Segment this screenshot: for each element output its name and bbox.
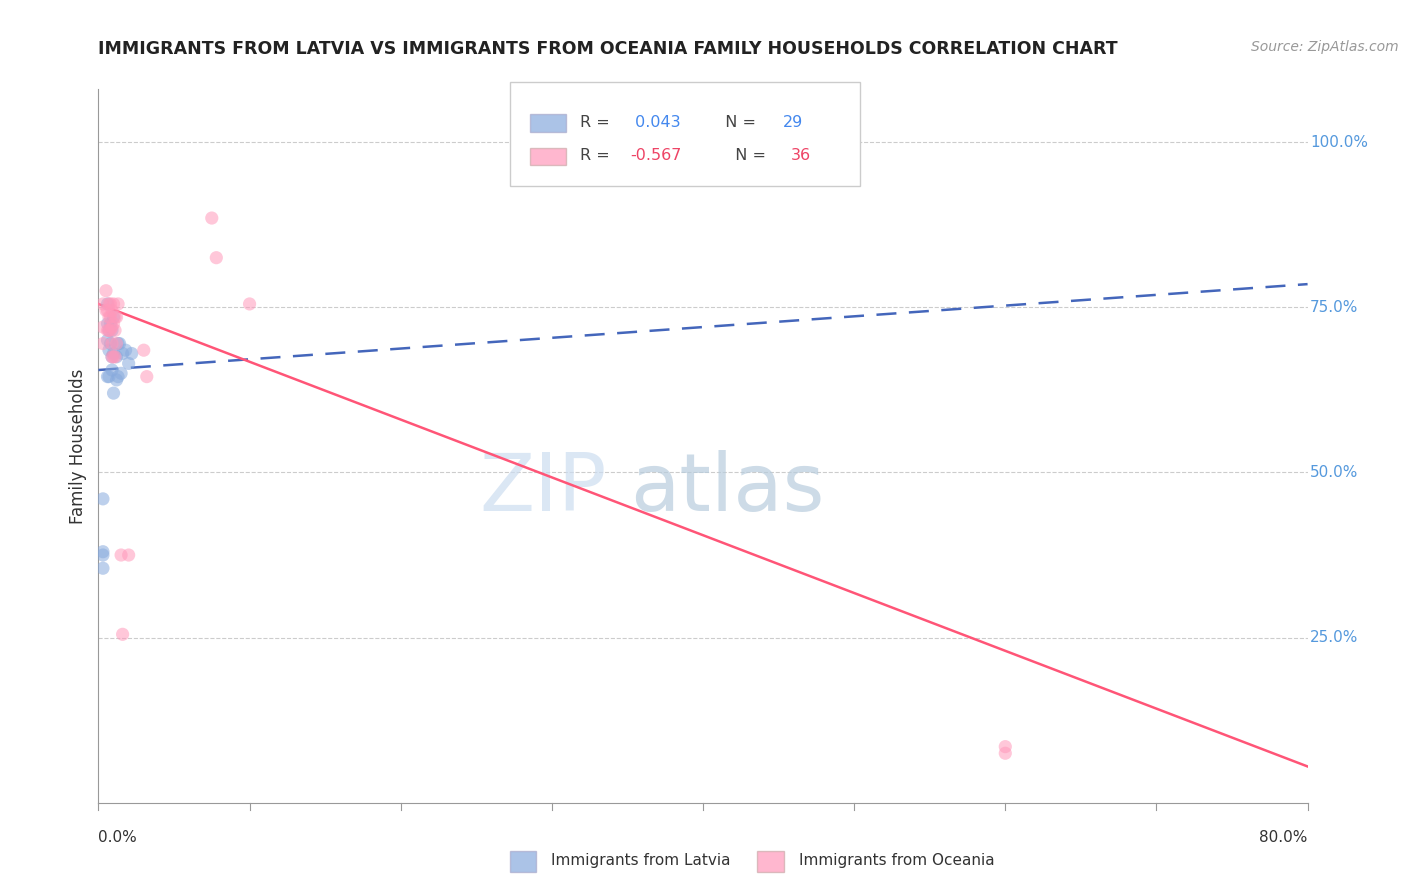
Point (201, 211, 224, 225)
Point (103, 350, 125, 364)
Point (94, 284, 117, 298)
Text: N =: N = (716, 115, 761, 129)
Bar (509, 851, 536, 872)
Text: 0.043: 0.043 (630, 115, 681, 129)
Point (103, 317, 125, 331)
Text: 75.0%: 75.0% (1310, 300, 1358, 315)
Text: 50.0%: 50.0% (1310, 465, 1358, 480)
Point (108, 336, 131, 351)
Point (107, 297, 129, 311)
FancyBboxPatch shape (509, 82, 860, 186)
Y-axis label: Family Households: Family Households (69, 368, 87, 524)
Text: 100.0%: 100.0% (1310, 135, 1368, 150)
Point (994, 739, 1017, 754)
Point (98, 323, 121, 337)
Text: R =: R = (579, 115, 614, 129)
Point (110, 367, 132, 381)
Point (104, 350, 127, 364)
Point (98, 323, 121, 337)
Point (111, 346, 134, 360)
Point (96, 303, 118, 318)
Point (91, 561, 114, 575)
Bar (758, 851, 785, 872)
Text: ZIP: ZIP (479, 450, 606, 528)
Point (103, 386, 125, 401)
Point (91, 491, 114, 506)
Text: Immigrants from Latvia: Immigrants from Latvia (551, 853, 730, 868)
Point (103, 297, 125, 311)
Point (104, 323, 127, 337)
Point (98, 369, 121, 384)
Point (101, 350, 124, 364)
Point (100, 297, 122, 311)
Point (96, 323, 118, 337)
Text: 0.0%: 0.0% (98, 830, 138, 845)
Point (121, 346, 143, 360)
Point (96, 317, 118, 331)
Point (101, 350, 124, 364)
Point (91, 297, 114, 311)
Point (205, 251, 228, 265)
Point (94, 303, 117, 318)
Point (104, 310, 127, 325)
Point (105, 350, 128, 364)
Point (111, 627, 134, 641)
Point (110, 548, 132, 562)
Text: R =: R = (579, 148, 614, 163)
Text: N =: N = (724, 148, 770, 163)
Point (96, 297, 118, 311)
Point (105, 336, 128, 351)
Bar (530, 148, 567, 165)
Point (98, 297, 121, 311)
Point (101, 336, 124, 351)
Point (105, 310, 128, 325)
Point (100, 317, 122, 331)
Point (103, 310, 125, 325)
Text: atlas: atlas (630, 450, 825, 528)
Point (135, 369, 157, 384)
Point (118, 356, 141, 370)
Point (98, 310, 121, 325)
Point (101, 320, 124, 334)
Text: -0.567: -0.567 (630, 148, 682, 163)
Point (100, 310, 122, 325)
Point (105, 373, 128, 387)
Bar (530, 114, 567, 132)
Point (96, 369, 118, 384)
Text: 80.0%: 80.0% (1260, 830, 1308, 845)
Text: 36: 36 (792, 148, 811, 163)
Point (239, 297, 262, 311)
Point (101, 363, 124, 377)
Text: Source: ZipAtlas.com: Source: ZipAtlas.com (1251, 40, 1399, 54)
Point (132, 343, 155, 358)
Point (91, 548, 114, 562)
Text: 25.0%: 25.0% (1310, 630, 1358, 645)
Point (994, 746, 1017, 760)
Point (107, 336, 129, 351)
Point (107, 369, 129, 384)
Point (100, 323, 122, 337)
Point (101, 323, 124, 337)
Point (103, 346, 125, 360)
Text: Immigrants from Oceania: Immigrants from Oceania (799, 853, 994, 868)
Point (114, 343, 136, 358)
Point (98, 343, 121, 358)
Point (91, 336, 114, 351)
Point (91, 320, 114, 334)
Text: 29: 29 (783, 115, 803, 129)
Text: IMMIGRANTS FROM LATVIA VS IMMIGRANTS FROM OCEANIA FAMILY HOUSEHOLDS CORRELATION : IMMIGRANTS FROM LATVIA VS IMMIGRANTS FRO… (98, 40, 1118, 58)
Point (100, 336, 122, 351)
Point (118, 548, 141, 562)
Point (101, 303, 124, 318)
Point (96, 333, 118, 347)
Point (91, 545, 114, 559)
